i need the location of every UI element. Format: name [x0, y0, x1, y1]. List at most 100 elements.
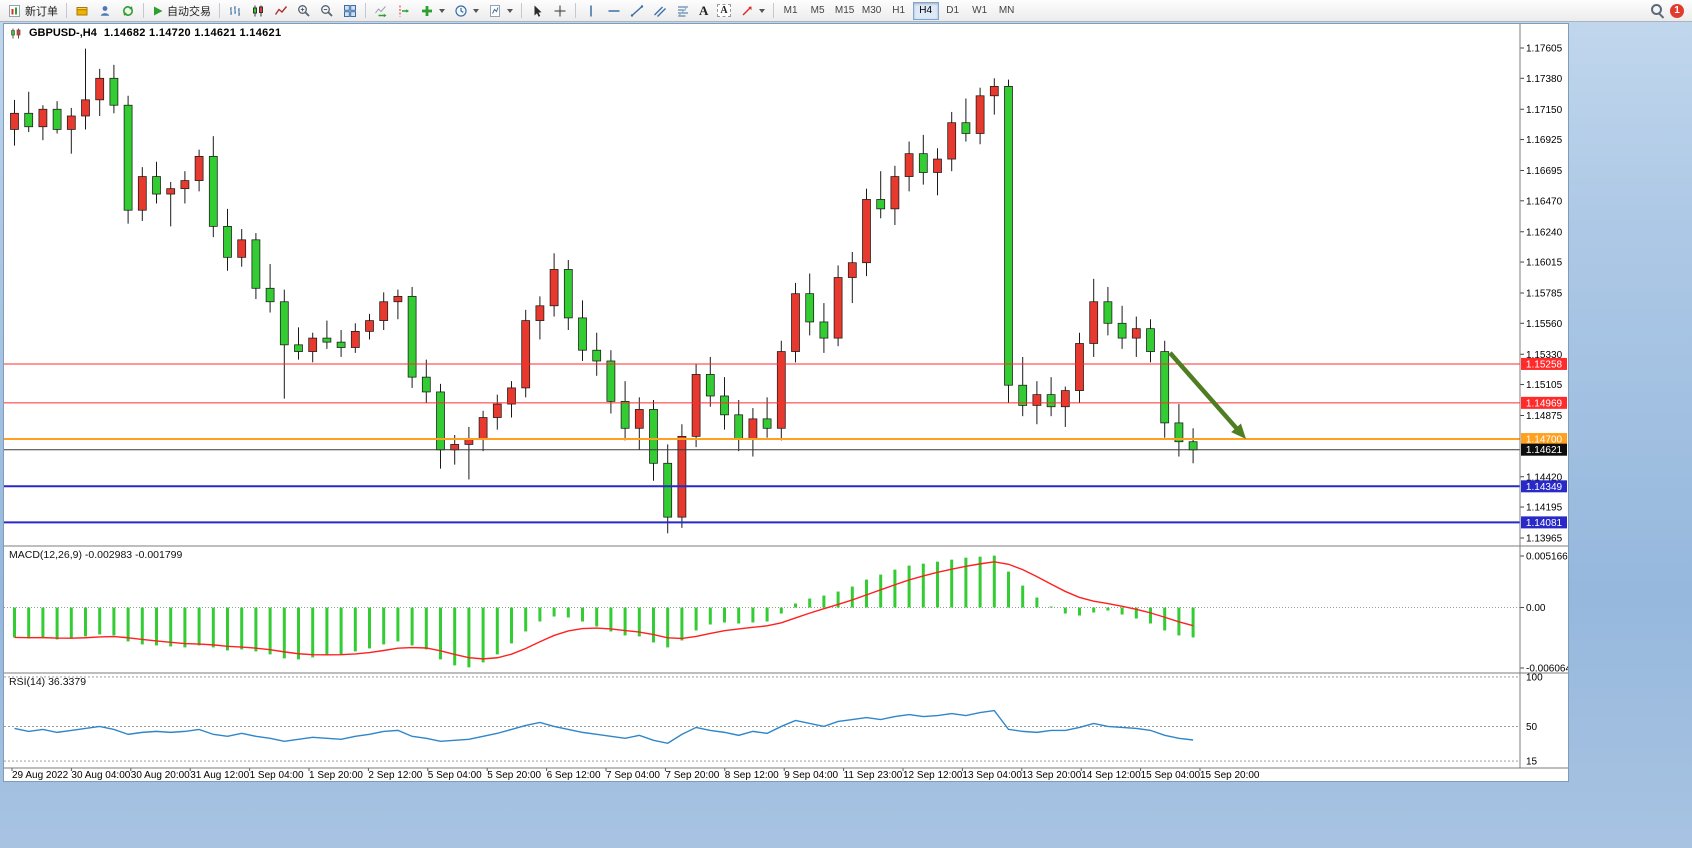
text-label-tool-button[interactable]: A: [713, 1, 734, 21]
svg-text:1 Sep 04:00: 1 Sep 04:00: [250, 770, 304, 781]
candlestick-chart-button[interactable]: [247, 1, 269, 21]
tile-windows-button[interactable]: [339, 1, 361, 21]
svg-text:11 Sep 23:00: 11 Sep 23:00: [844, 770, 903, 781]
market-watch-button[interactable]: [71, 1, 93, 21]
price-axis[interactable]: 1.17605 1.17380 1.17150 1.16925 1.16695 1.164…: [1520, 44, 1563, 545]
zoom-out-icon: [321, 4, 333, 17]
chevron-down-icon: [473, 8, 479, 13]
templates-button[interactable]: [484, 1, 517, 21]
timeframe-m15-button[interactable]: M15: [834, 5, 855, 16]
auto-trading-icon: [154, 6, 163, 15]
cursor-icon: [534, 5, 542, 17]
svg-text:30 Aug 04:00: 30 Aug 04:00: [71, 770, 130, 781]
trend-arrow[interactable]: [1168, 351, 1246, 440]
chevron-down-icon: [439, 8, 445, 13]
cursor-tool-button[interactable]: [526, 1, 548, 21]
line-chart-icon: [274, 5, 288, 15]
svg-text:100: 100: [1526, 672, 1543, 683]
pane-borders: [4, 24, 1568, 769]
svg-text:1.16695: 1.16695: [1526, 166, 1563, 177]
new-order-icon: [9, 4, 20, 17]
toolbar-separator: [575, 3, 576, 18]
strategy-tester-button[interactable]: [117, 1, 139, 21]
main-toolbar: 新订单 自动交易: [0, 0, 1692, 22]
svg-text:13 Sep 20:00: 13 Sep 20:00: [1022, 770, 1082, 781]
auto-scroll-button[interactable]: [370, 1, 392, 21]
new-order-label: 新订单: [25, 5, 58, 18]
svg-text:5 Sep 20:00: 5 Sep 20:00: [487, 770, 541, 781]
svg-text:1.17605: 1.17605: [1526, 44, 1563, 55]
chart-canvas[interactable]: 1.17605 1.17380 1.17150 1.16925 1.16695 1.164…: [4, 24, 1571, 781]
notification-badge[interactable]: 1: [1670, 3, 1684, 18]
arrows-tool-button[interactable]: [736, 1, 769, 21]
svg-text:1.15785: 1.15785: [1526, 289, 1563, 300]
timeframe-m5-button[interactable]: M5: [810, 5, 825, 16]
svg-text:1.14420: 1.14420: [1526, 472, 1563, 483]
horizontal-line-icon: [608, 9, 620, 12]
svg-text:7 Sep 04:00: 7 Sep 04:00: [606, 770, 660, 781]
candlestick-chart-icon: [253, 5, 263, 16]
svg-text:1.16925: 1.16925: [1526, 135, 1563, 146]
bar-chart-button[interactable]: [224, 1, 246, 21]
svg-text:7 Sep 20:00: 7 Sep 20:00: [665, 770, 719, 781]
auto-trading-label: 自动交易: [167, 5, 211, 18]
svg-text:1.16015: 1.16015: [1526, 258, 1563, 269]
fibonacci-tool-button[interactable]: [672, 1, 694, 21]
svg-text:2 Sep 12:00: 2 Sep 12:00: [368, 770, 422, 781]
timeframe-m1-button[interactable]: M1: [783, 5, 798, 16]
tile-windows-icon: [344, 4, 356, 17]
toolbar-separator: [772, 3, 774, 18]
vertical-line-tool-button[interactable]: [580, 1, 602, 21]
timeframe-h4-button[interactable]: H4: [912, 1, 939, 20]
clock-icon: [455, 4, 467, 17]
timeframe-m30-button[interactable]: M30: [861, 5, 882, 16]
vertical-line-icon: [590, 5, 592, 16]
horizontal-line-tool-button[interactable]: [603, 1, 625, 21]
navigator-button[interactable]: [94, 1, 116, 21]
toolbar-separator: [365, 3, 366, 18]
fibonacci-icon: [677, 5, 689, 17]
svg-text:8 Sep 12:00: 8 Sep 12:00: [725, 770, 779, 781]
trendline-tool-button[interactable]: [626, 1, 648, 21]
svg-text:1.14195: 1.14195: [1526, 503, 1563, 514]
chart-shift-button[interactable]: [393, 1, 415, 21]
timeframe-mn-button[interactable]: MN: [998, 5, 1015, 16]
chart-title-bar: GBPUSD-,H4 1.14682 1.14720 1.14621 1.146…: [10, 27, 281, 39]
svg-text:15: 15: [1526, 757, 1538, 768]
svg-text:0.005166: 0.005166: [1526, 552, 1568, 563]
svg-text:1.17380: 1.17380: [1526, 74, 1563, 85]
timeframe-w1-button[interactable]: W1: [972, 5, 988, 16]
svg-text:50: 50: [1526, 722, 1538, 733]
text-label-icon: A: [717, 4, 731, 17]
time-axis[interactable]: 29 Aug 2022 30 Aug 04:00 30 Aug 20:00 31 Au…: [11, 768, 1260, 781]
auto-trading-button[interactable]: 自动交易: [148, 1, 215, 21]
channel-icon: [654, 6, 666, 17]
periods-button[interactable]: [450, 1, 483, 21]
crosshair-tool-button[interactable]: [549, 1, 571, 21]
svg-text:29 Aug 2022: 29 Aug 2022: [12, 770, 69, 781]
equidistant-channel-tool-button[interactable]: [649, 1, 671, 21]
svg-text:1.14081: 1.14081: [1526, 518, 1563, 529]
svg-text:1.15330: 1.15330: [1526, 350, 1563, 361]
svg-text:5 Sep 04:00: 5 Sep 04:00: [428, 770, 482, 781]
svg-text:6 Sep 12:00: 6 Sep 12:00: [547, 770, 601, 781]
zoom-in-button[interactable]: [293, 1, 315, 21]
search-icon[interactable]: [1650, 3, 1665, 18]
svg-text:30 Aug 20:00: 30 Aug 20:00: [131, 770, 190, 781]
line-chart-button[interactable]: [270, 1, 292, 21]
timeframe-d1-button[interactable]: D1: [946, 5, 960, 16]
svg-text:1.17150: 1.17150: [1526, 105, 1563, 116]
text-tool-button[interactable]: A: [695, 1, 712, 21]
indicators-button[interactable]: [416, 1, 449, 21]
svg-text:1 Sep 20:00: 1 Sep 20:00: [309, 770, 363, 781]
strategy-tester-icon: [123, 5, 133, 16]
template-icon: [490, 4, 500, 17]
zoom-out-button[interactable]: [316, 1, 338, 21]
new-order-button[interactable]: 新订单: [4, 1, 62, 21]
timeframe-h1-button[interactable]: H1: [892, 5, 906, 16]
market-watch-icon: [76, 6, 88, 15]
text-tool-icon: A: [699, 3, 709, 18]
svg-text:1.14700: 1.14700: [1526, 435, 1563, 446]
chart-icon: [11, 28, 21, 38]
